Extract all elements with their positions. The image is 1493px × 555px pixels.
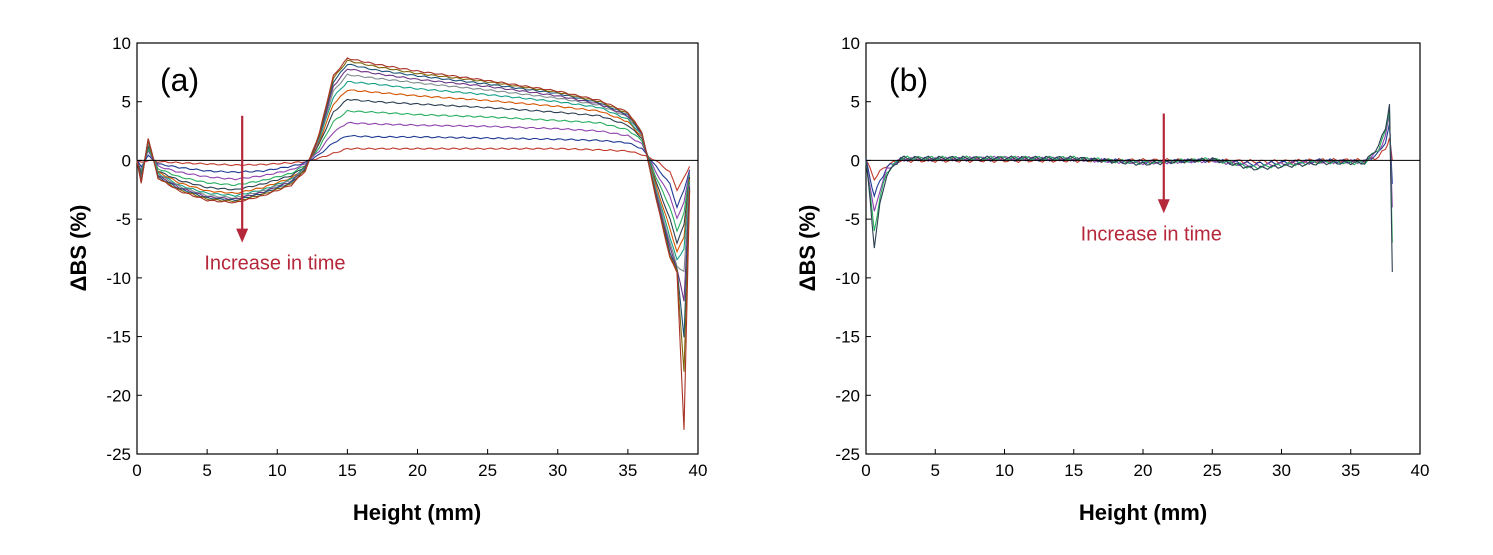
y-tick-label: 0 — [851, 151, 860, 170]
series-layer-a — [136, 57, 691, 430]
x-tick-label: 20 — [408, 461, 427, 480]
series-line-t5 — [136, 98, 691, 246]
time-arrow-a — [236, 115, 249, 243]
x-tick-label: 25 — [1203, 461, 1222, 480]
x-axis-title-b: Height (mm) — [1079, 500, 1207, 525]
panel-label-b: (b) — [889, 62, 928, 98]
x-tick-label: 20 — [1134, 461, 1153, 480]
y-axis-title-b: ΔBS (%) — [795, 205, 820, 292]
annotation-text-b: Increase in time — [1081, 223, 1222, 245]
x-tick-label: 40 — [689, 461, 708, 480]
time-arrow-b — [1157, 113, 1170, 214]
series-line-t8 — [136, 73, 691, 273]
x-tick-label: 10 — [995, 461, 1014, 480]
y-tick-label: -10 — [106, 269, 131, 288]
x-tick-label: 0 — [861, 461, 870, 480]
x-tick-label: 30 — [548, 461, 567, 480]
y-axis-title-a: ΔBS (%) — [66, 205, 91, 292]
y-tick-label: -15 — [106, 328, 131, 347]
y-tick-label: -10 — [835, 269, 860, 288]
series-line-t11 — [136, 59, 691, 372]
x-tick-label: 15 — [338, 461, 357, 480]
x-tick-label: 15 — [1064, 461, 1083, 480]
y-axis-symbol-b: Δ — [795, 276, 820, 292]
x-tick-label: 5 — [202, 461, 211, 480]
y-tick-label: 5 — [122, 93, 131, 112]
y-axis-text-a: BS (%) — [66, 205, 91, 276]
series-line-t5 — [865, 104, 1393, 273]
series-line-t1 — [136, 147, 691, 192]
y-tick-label: -20 — [835, 386, 860, 405]
arrow-head — [1157, 199, 1170, 214]
y-ticks-a: 10 5 0 -5 -10 -15 -20 -25 — [106, 34, 142, 464]
plot-frame-b — [865, 42, 1421, 455]
x-ticks-b: 0 5 10 15 20 25 30 35 40 — [861, 449, 1429, 480]
series-line-t12 — [136, 57, 691, 430]
y-axis-symbol-a: Δ — [66, 276, 91, 292]
series-line-t6 — [136, 89, 691, 254]
annotation-text-a: Increase in time — [204, 253, 345, 275]
x-ticks-a: 0 5 10 15 20 25 30 35 40 — [132, 449, 707, 480]
y-axis-text-b: BS (%) — [795, 205, 820, 276]
y-tick-label: -20 — [106, 386, 131, 405]
panel-label-a: (a) — [160, 62, 199, 98]
y-tick-label: -5 — [845, 210, 860, 229]
x-tick-label: 25 — [478, 461, 497, 480]
x-tick-label: 0 — [132, 461, 141, 480]
y-tick-label: -5 — [116, 210, 131, 229]
y-tick-label: 10 — [841, 34, 860, 53]
y-tick-label: -15 — [835, 328, 860, 347]
arrow-head — [236, 228, 249, 243]
x-tick-label: 10 — [268, 461, 287, 480]
x-tick-label: 35 — [1341, 461, 1360, 480]
y-tick-label: 0 — [122, 151, 131, 170]
series-line-t3 — [136, 121, 691, 220]
x-tick-label: 40 — [1411, 461, 1430, 480]
x-tick-label: 30 — [1272, 461, 1291, 480]
y-ticks-b: 10 5 0 -5 -10 -15 -20 -25 — [835, 34, 871, 464]
plot-frame-a — [136, 42, 699, 455]
series-line-t2 — [136, 134, 691, 210]
y-tick-label: 5 — [851, 93, 860, 112]
series-line-t7 — [136, 80, 691, 261]
series-line-t4 — [136, 109, 691, 233]
x-axis-title-a: Height (mm) — [353, 500, 481, 525]
x-tick-label: 5 — [931, 461, 940, 480]
x-tick-label: 35 — [618, 461, 637, 480]
y-tick-label: -25 — [835, 445, 860, 464]
y-tick-label: 10 — [112, 34, 131, 53]
y-tick-label: -25 — [106, 445, 131, 464]
